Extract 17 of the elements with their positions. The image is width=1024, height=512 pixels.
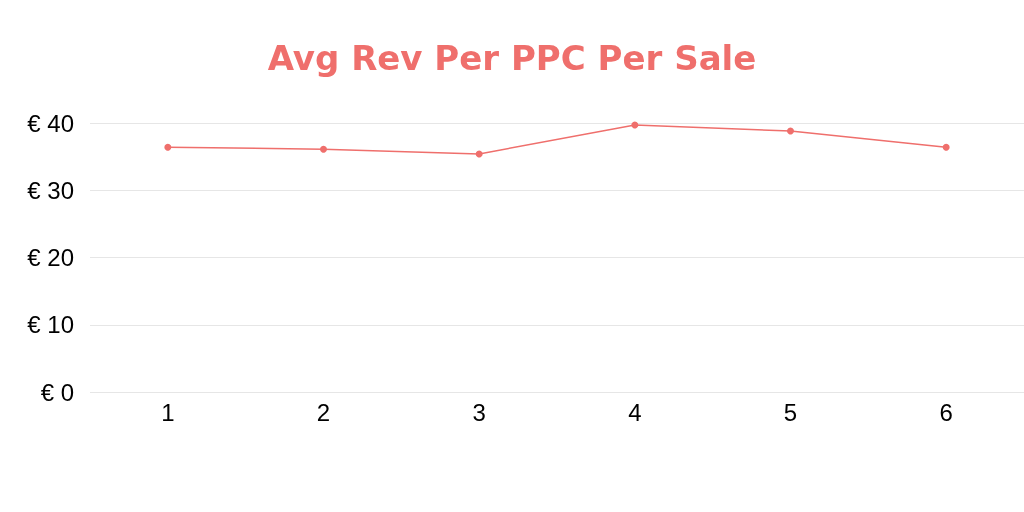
x-tick-label: 2	[316, 398, 331, 426]
y-tick-label: € 40	[27, 109, 74, 137]
x-tick-label: 5	[783, 398, 798, 426]
y-tick-label: € 30	[27, 176, 74, 204]
chart-title: Avg Rev Per PPC Per Sale	[267, 38, 757, 78]
x-tick-label: 6	[939, 398, 953, 426]
x-tick-label: 3	[472, 398, 486, 426]
point	[787, 127, 794, 135]
point	[942, 143, 950, 151]
y-tick-label: € 10	[27, 311, 74, 339]
x-tick-label: 1	[161, 398, 175, 426]
point	[164, 143, 172, 151]
point	[320, 145, 327, 153]
x-tick-label: 4	[628, 398, 642, 426]
y-tick-label: € 0	[40, 378, 74, 406]
point	[475, 150, 483, 158]
y-tick-label: € 20	[27, 244, 74, 271]
